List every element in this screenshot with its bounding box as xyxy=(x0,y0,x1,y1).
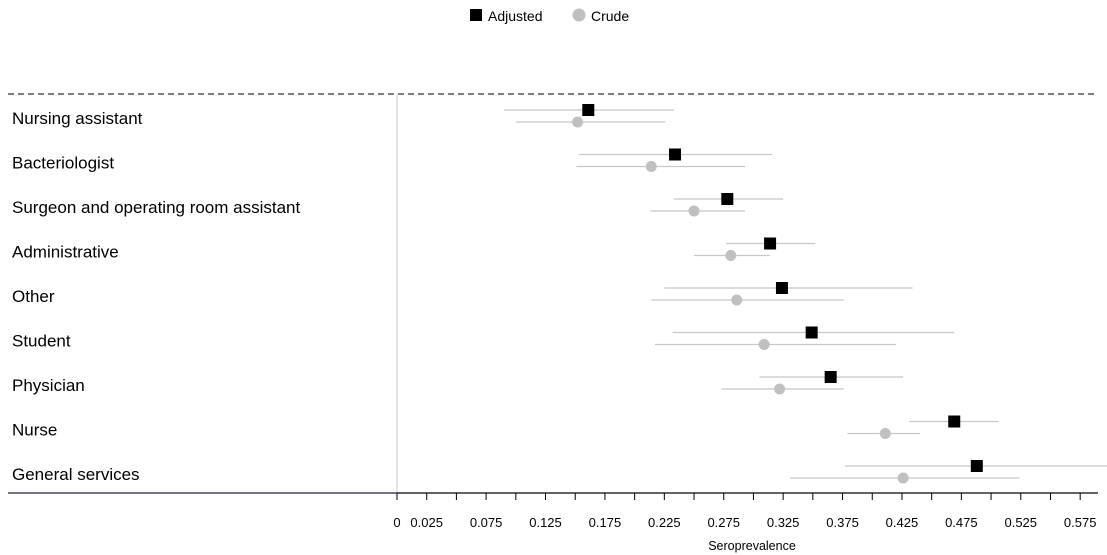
x-tick-label: 0.375 xyxy=(826,515,859,530)
x-tick-label: 0.425 xyxy=(886,515,919,530)
legend-adjusted-marker xyxy=(470,9,482,21)
crude-point xyxy=(688,205,700,217)
category-label: Physician xyxy=(12,376,85,395)
adjusted-point xyxy=(948,415,961,428)
legend-crude-label: Crude xyxy=(591,8,629,24)
crude-point xyxy=(879,428,891,439)
data-marks xyxy=(503,104,1107,484)
crude-point xyxy=(774,383,786,395)
category-label: General services xyxy=(12,465,140,484)
x-tick-label: 0.225 xyxy=(648,515,681,530)
adjusted-point xyxy=(764,237,777,250)
category-labels: Nursing assistant Bacteriologist Surgeon a… xyxy=(12,109,301,484)
category-label: Student xyxy=(12,332,71,351)
x-axis-title: Seroprevalence xyxy=(708,539,796,553)
crude-point xyxy=(645,161,657,172)
crude-point xyxy=(731,294,743,306)
x-tick-label: 0 xyxy=(393,515,400,530)
crude-point xyxy=(758,339,770,350)
legend-adjusted-label: Adjusted xyxy=(488,8,542,24)
crude-point xyxy=(897,472,909,484)
adjusted-point xyxy=(970,460,983,472)
x-tick-label: 0.525 xyxy=(1004,515,1037,530)
x-tick-label: 0.125 xyxy=(529,515,562,530)
category-label: Bacteriologist xyxy=(12,154,114,173)
adjusted-point xyxy=(824,371,837,383)
category-label: Surgeon and operating room assistant xyxy=(12,198,301,217)
adjusted-point xyxy=(669,148,682,161)
x-tick-label: 0.475 xyxy=(945,515,978,530)
x-tick-label: 0.325 xyxy=(767,515,800,530)
category-label: Other xyxy=(12,287,55,306)
crude-point xyxy=(725,250,737,261)
adjusted-point xyxy=(775,282,788,294)
x-tick-label: 0.025 xyxy=(410,515,443,530)
category-label: Administrative xyxy=(12,243,119,262)
x-tick-label: 0.275 xyxy=(707,515,740,530)
x-axis: 0 0.025 0.075 0.125 0.175 0.225 0.275 0.325 0.37… xyxy=(393,492,1098,530)
adjusted-point xyxy=(805,326,818,339)
legend-crude-marker xyxy=(572,8,586,22)
crude-point xyxy=(572,116,584,128)
category-label: Nurse xyxy=(12,421,57,440)
legend: Adjusted Crude xyxy=(470,8,629,24)
adjusted-point xyxy=(582,104,595,116)
x-tick-label: 0.575 xyxy=(1064,515,1097,530)
adjusted-point xyxy=(721,193,734,205)
x-tick-label: 0.075 xyxy=(470,515,503,530)
category-label: Nursing assistant xyxy=(12,109,143,128)
x-tick-label: 0.175 xyxy=(589,515,622,530)
